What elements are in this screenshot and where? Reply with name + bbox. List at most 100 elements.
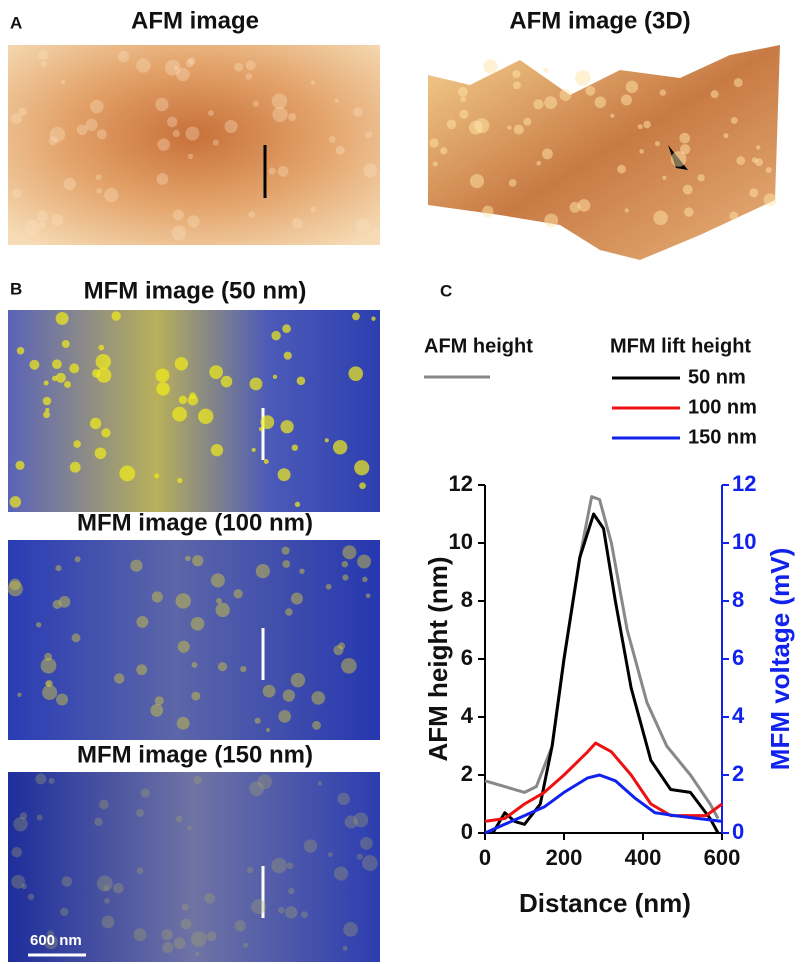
texture — [474, 118, 490, 134]
texture — [365, 131, 373, 139]
texture — [333, 645, 344, 656]
texture — [240, 665, 247, 673]
texture — [166, 116, 178, 128]
panel-label: A — [10, 13, 22, 32]
texture — [271, 857, 287, 874]
texture — [90, 99, 104, 114]
texture — [24, 219, 40, 236]
texture — [40, 60, 47, 67]
texture — [357, 554, 372, 569]
texture — [96, 129, 107, 140]
texture — [670, 151, 687, 167]
texture — [210, 443, 224, 457]
texture — [164, 59, 181, 76]
texture — [736, 156, 746, 166]
panel-label: B — [10, 279, 22, 298]
texture — [324, 438, 329, 443]
texture — [440, 147, 448, 155]
texture — [42, 684, 58, 701]
y-tick-label: 12 — [449, 471, 473, 496]
image-title: AFM image (3D) — [509, 7, 690, 34]
texture — [99, 799, 109, 810]
texture — [348, 366, 364, 381]
texture — [291, 444, 299, 451]
texture — [136, 664, 148, 676]
texture — [94, 447, 107, 460]
texture — [353, 812, 369, 828]
texture — [51, 214, 64, 226]
texture — [342, 574, 349, 581]
texture — [654, 141, 660, 147]
texture — [303, 839, 318, 853]
texture — [162, 941, 174, 953]
legend-entry: 150 nm — [688, 426, 757, 448]
y-tick-label: 4 — [461, 703, 474, 728]
texture — [325, 583, 332, 590]
texture — [254, 717, 261, 724]
texture — [263, 459, 269, 465]
texture — [610, 113, 615, 118]
x-tick-label: 600 — [704, 845, 741, 870]
texture — [625, 80, 639, 94]
texture — [195, 951, 200, 956]
texture — [13, 816, 28, 832]
texture — [281, 546, 290, 555]
texture — [43, 934, 59, 950]
texture — [185, 58, 194, 68]
texture — [210, 573, 225, 588]
texture — [177, 640, 190, 653]
texture — [508, 179, 517, 187]
texture — [317, 781, 323, 786]
texture — [21, 883, 27, 890]
texture — [278, 906, 285, 914]
texture — [174, 357, 189, 371]
texture — [643, 120, 651, 129]
texture — [296, 376, 306, 386]
texture — [469, 173, 485, 189]
texture — [682, 184, 693, 195]
texture — [98, 344, 105, 351]
texture — [285, 608, 293, 616]
afm-image — [8, 45, 380, 245]
texture — [176, 716, 190, 730]
texture — [290, 592, 303, 605]
texture — [55, 372, 66, 383]
texture — [217, 662, 228, 672]
texture — [191, 931, 207, 947]
texture — [363, 163, 378, 178]
texture — [215, 602, 230, 618]
texture — [310, 80, 316, 85]
texture — [192, 555, 204, 567]
texture — [333, 866, 349, 881]
texture — [216, 597, 222, 604]
texture — [733, 78, 743, 87]
texture — [27, 893, 35, 901]
y2-tick-label: 8 — [732, 587, 744, 612]
texture — [29, 359, 40, 370]
texture — [356, 853, 363, 860]
texture — [11, 113, 23, 125]
legend-entry: 50 nm — [688, 366, 746, 388]
texture — [282, 324, 291, 334]
texture — [234, 920, 246, 932]
texture — [101, 915, 115, 929]
texture — [119, 465, 136, 482]
x-tick-label: 200 — [546, 845, 583, 870]
y2-tick-label: 2 — [732, 761, 744, 786]
texture — [16, 346, 25, 355]
texture — [140, 788, 150, 798]
texture — [104, 187, 119, 203]
texture — [114, 673, 125, 684]
texture — [55, 311, 69, 325]
texture — [172, 130, 180, 138]
texture — [763, 193, 777, 207]
texture — [312, 720, 321, 730]
texture — [35, 773, 47, 785]
texture — [234, 62, 244, 72]
texture — [95, 174, 102, 181]
texture — [432, 161, 438, 167]
y-tick-label: 8 — [461, 587, 473, 612]
texture — [9, 496, 22, 508]
texture — [209, 365, 223, 379]
